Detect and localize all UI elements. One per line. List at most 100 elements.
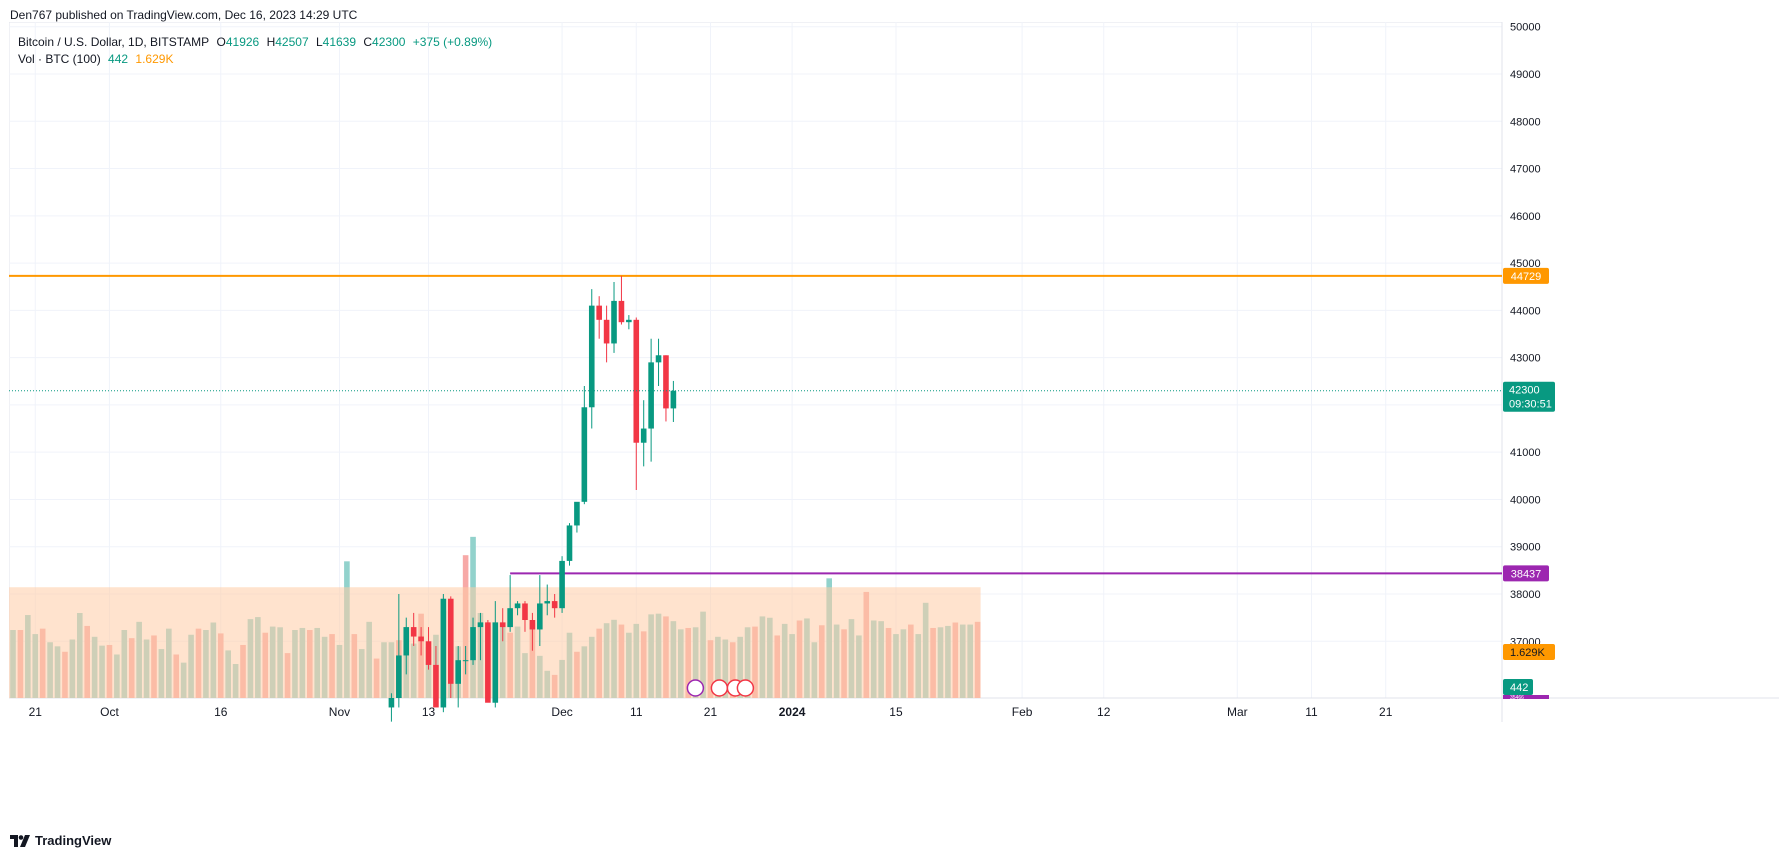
y-tick-label: 38000 <box>1510 589 1541 601</box>
legend-high: H42507 <box>266 35 309 49</box>
y-tick-label: 44000 <box>1510 305 1541 317</box>
x-tick-label: 15 <box>889 705 903 719</box>
partial-badge <box>1503 695 1549 699</box>
legend-volume-ma: 1.629K <box>135 52 174 66</box>
y-tick-label: 47000 <box>1510 164 1541 176</box>
level-badge-text: 38437 <box>1511 568 1542 580</box>
candle-body <box>618 300 625 323</box>
y-tick-label: 46000 <box>1510 211 1541 223</box>
x-tick-label: 13 <box>422 705 436 719</box>
candle-body <box>477 622 484 628</box>
candle-body <box>455 660 461 684</box>
candle-body <box>640 428 647 443</box>
x-tick-label: Dec <box>551 705 572 719</box>
y-tick-label: 40000 <box>1510 494 1541 506</box>
candle-body <box>522 603 528 620</box>
candle-body <box>462 660 469 662</box>
vol-badge <box>1503 679 1533 695</box>
vol-badge-text: 442 <box>1510 682 1528 694</box>
y-tick-label: 45000 <box>1510 258 1541 270</box>
legend-volume-label[interactable]: Vol · BTC (100) <box>18 52 101 66</box>
legend-change: +375 (+0.89%) <box>412 35 493 49</box>
candle-body <box>485 622 491 703</box>
candle-body <box>655 355 662 363</box>
plot-frame <box>8 21 1503 699</box>
candle-body <box>588 305 595 408</box>
legend-volume-value: 442 <box>108 52 129 66</box>
candle-body <box>396 655 402 698</box>
publish-header: Den767 published on TradingView.com, Dec… <box>10 8 358 22</box>
legend-open: O41926 <box>216 35 260 49</box>
candle-body <box>388 698 395 708</box>
candle-body <box>433 664 439 708</box>
candle-body <box>663 355 669 409</box>
footer-brand-text: TradingView <box>35 833 112 848</box>
candle-body <box>514 603 521 609</box>
candle-body <box>410 627 417 637</box>
lightning-event-icon <box>686 679 705 697</box>
footer-brand[interactable]: TradingView <box>10 833 111 848</box>
y-tick-label: 43000 <box>1510 353 1541 365</box>
candle-body <box>507 608 513 628</box>
candle-body <box>566 525 573 561</box>
level-badge <box>1503 565 1549 582</box>
x-tick-label: 21 <box>704 705 718 719</box>
y-tick-label: 41000 <box>1510 447 1541 459</box>
x-tick-label: 12 <box>1097 705 1111 719</box>
tradingview-logo-icon <box>10 834 30 847</box>
x-tick-label: 11 <box>1305 705 1318 719</box>
candle-body <box>611 300 617 344</box>
x-tick-label: 11 <box>630 705 643 719</box>
x-tick-label: 16 <box>214 705 228 719</box>
legend-close: C42300 <box>363 35 406 49</box>
candle-body <box>551 601 558 609</box>
level-badge-text: 44729 <box>1511 271 1542 283</box>
vol-ma-badge-text: 1.629K <box>1510 647 1546 659</box>
candle-body <box>581 407 588 502</box>
countdown-text: 09:30:51 <box>1509 399 1552 411</box>
candle-body <box>544 601 551 604</box>
candle-body <box>529 620 536 630</box>
legend-row-symbol: Bitcoin / U.S. Dollar, 1D, BITSTAMP O419… <box>18 34 496 51</box>
partial-badge-text: 35466 <box>1510 695 1524 701</box>
last-price-text: 42300 <box>1509 385 1540 397</box>
price-chart[interactable]: 3700038000390004000041000420004300044000… <box>8 21 1779 830</box>
x-tick-label: 21 <box>29 705 43 719</box>
candle-body <box>470 627 476 661</box>
chart-legend: Bitcoin / U.S. Dollar, 1D, BITSTAMP O419… <box>18 34 496 68</box>
legend-row-volume: Vol · BTC (100) 442 1.629K <box>18 51 496 68</box>
y-tick-label: 39000 <box>1510 542 1541 554</box>
y-tick-label: 48000 <box>1510 116 1541 128</box>
candle-body <box>440 598 447 708</box>
us-flag-event-icon <box>736 679 755 697</box>
x-tick-label: Nov <box>329 705 350 719</box>
candle-body <box>447 598 454 684</box>
x-tick-label: Mar <box>1227 705 1248 719</box>
vol-ma-badge <box>1503 644 1555 660</box>
legend-low: L41639 <box>315 35 357 49</box>
candle-body <box>603 319 610 344</box>
x-tick-label: 2024 <box>779 705 806 719</box>
us-flag-event-icon <box>710 679 729 697</box>
candle-body <box>403 627 410 656</box>
x-tick-label: Feb <box>1012 705 1033 719</box>
candle-body <box>425 641 432 665</box>
level-badge <box>1503 267 1549 284</box>
legend-symbol[interactable]: Bitcoin / U.S. Dollar, 1D, BITSTAMP <box>18 35 210 49</box>
x-tick-label: 21 <box>1379 705 1393 719</box>
x-tick-label: Oct <box>100 705 119 719</box>
candle-body <box>574 501 580 526</box>
candle-body <box>537 603 543 630</box>
y-tick-label: 50000 <box>1510 22 1541 34</box>
candle-body <box>626 319 632 323</box>
candle-body <box>648 362 654 429</box>
chart-area[interactable]: 3700038000390004000041000420004300044000… <box>8 21 1779 830</box>
candle-body <box>633 319 640 443</box>
candle-body <box>559 560 565 609</box>
candle-body <box>596 305 602 320</box>
candle-body <box>492 622 499 703</box>
candle-body <box>499 622 506 628</box>
candle-body <box>418 636 424 642</box>
candle-body <box>670 390 677 409</box>
last-price-badge <box>1503 381 1555 412</box>
